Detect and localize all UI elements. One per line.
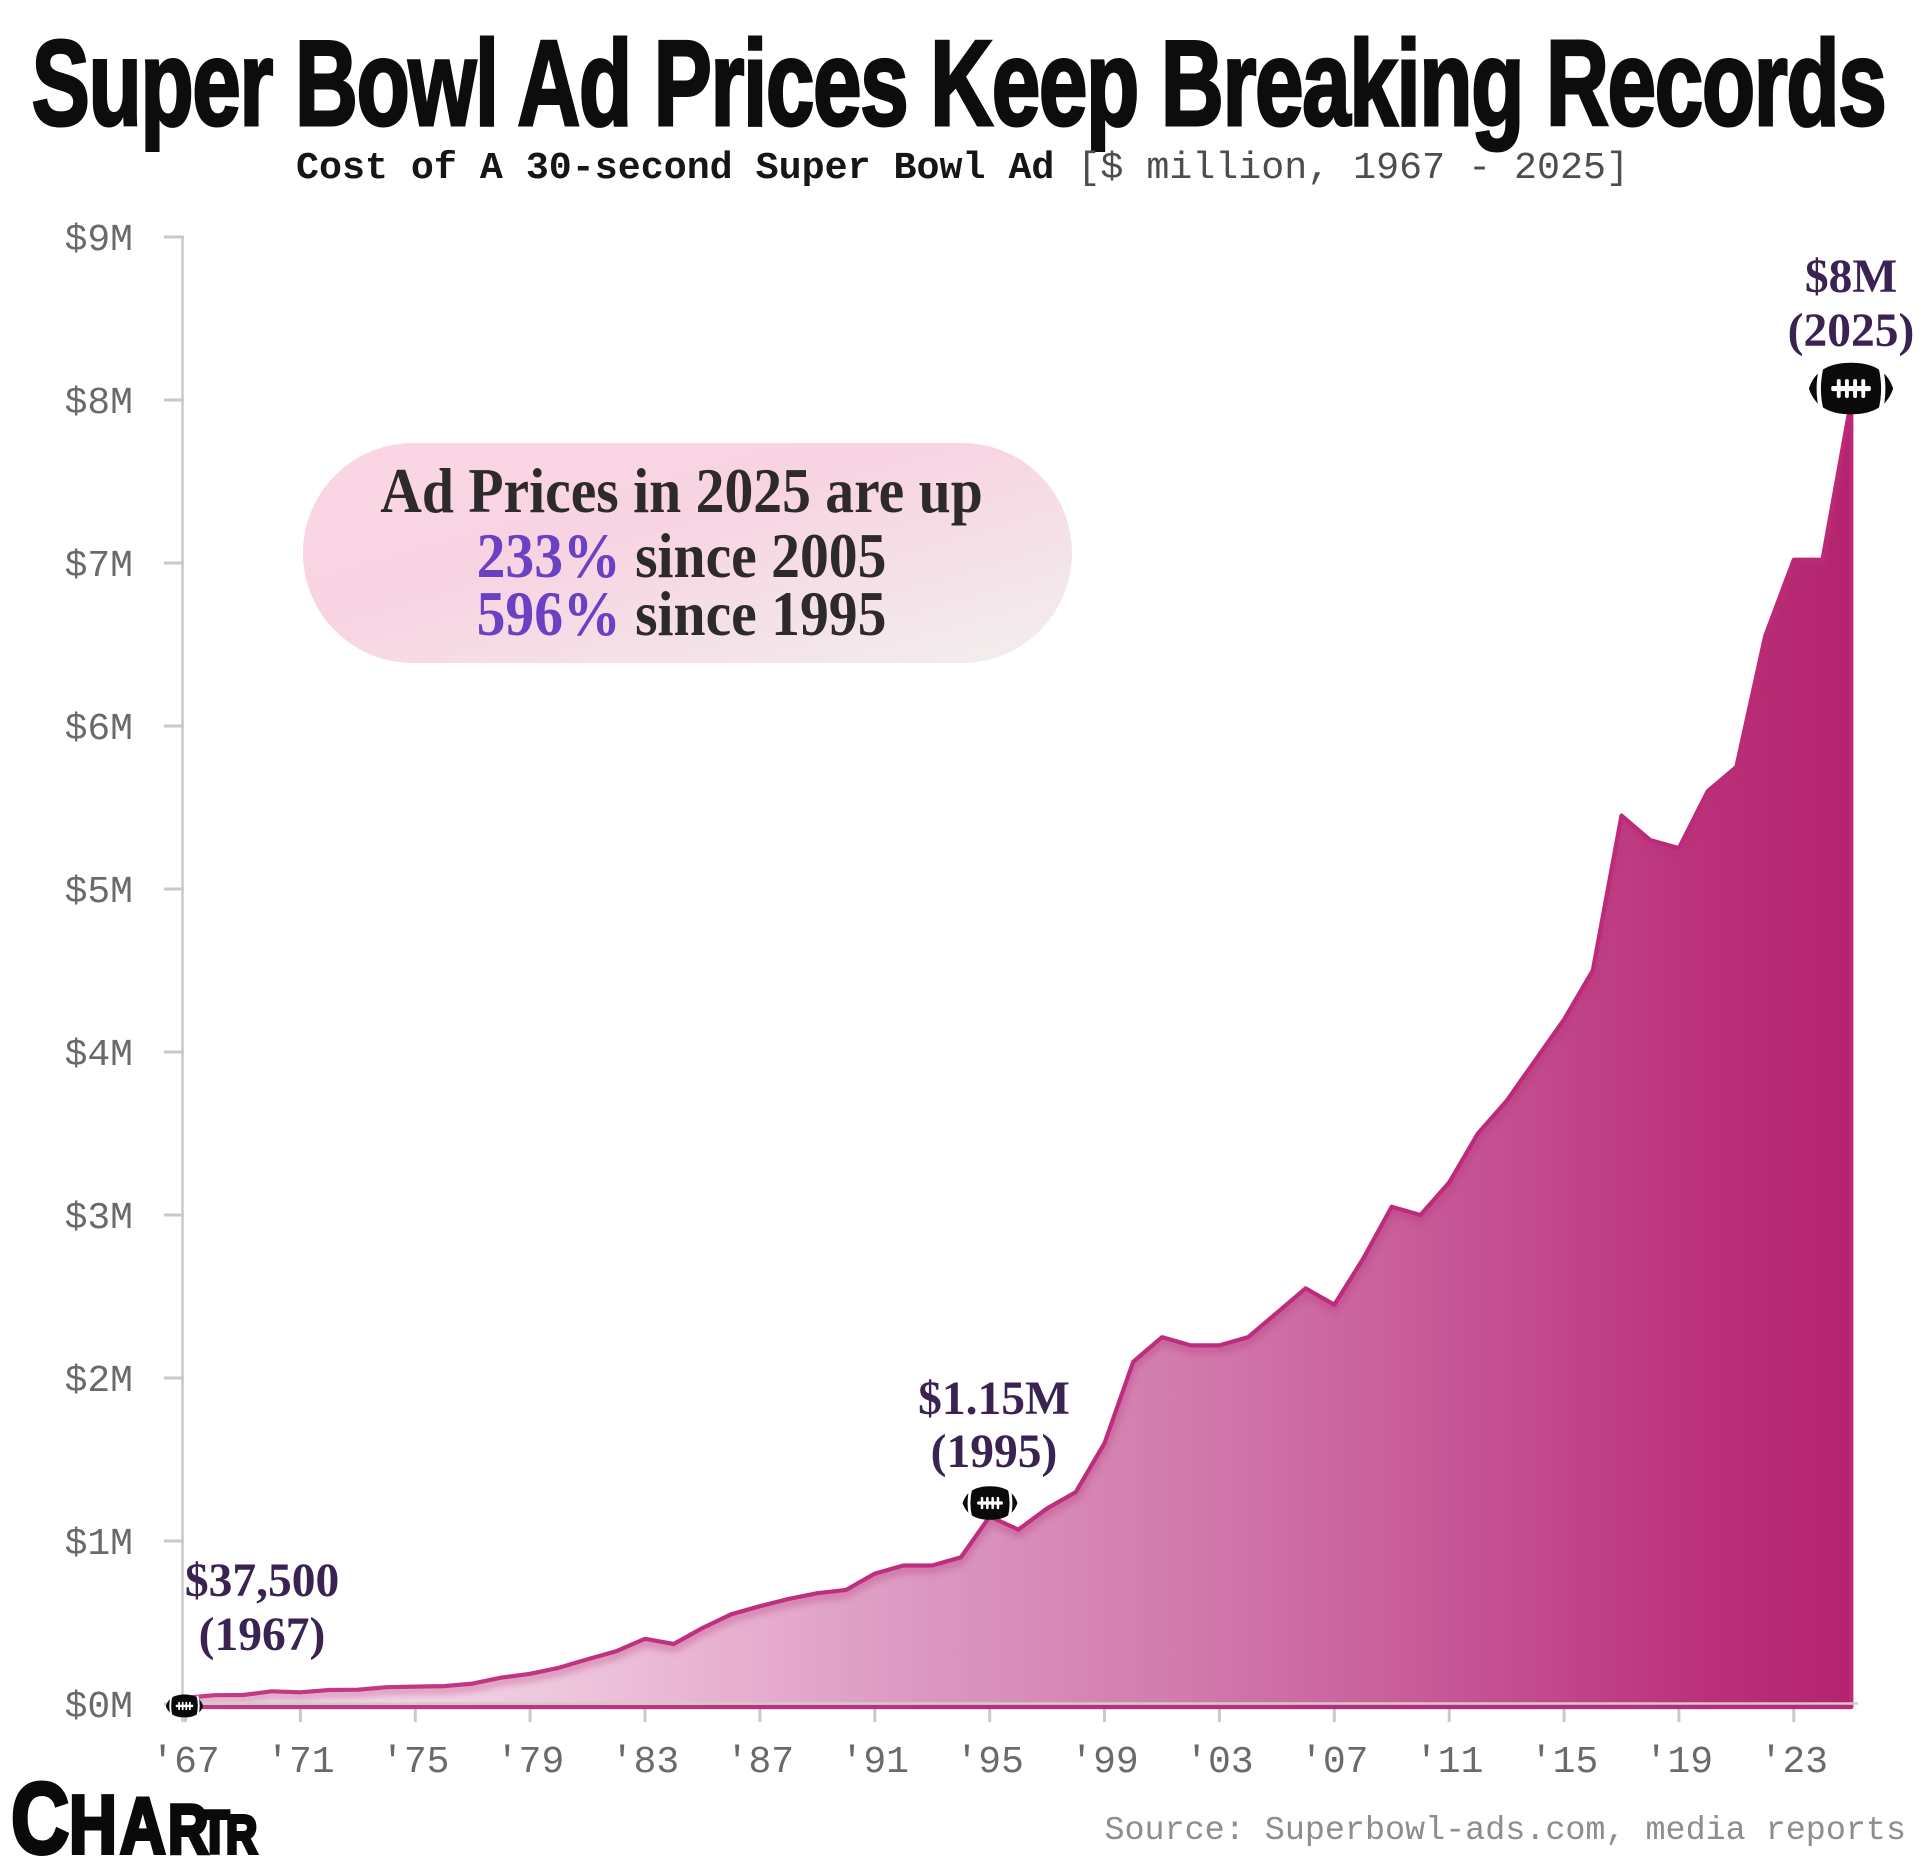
- svg-text:(1995): (1995): [931, 1426, 1058, 1478]
- svg-text:Cost of A 30-second Super Bowl: Cost of A 30-second Super Bowl Ad [$ mil…: [296, 146, 1629, 190]
- svg-text:H: H: [69, 1778, 117, 1864]
- svg-text:'23: '23: [1760, 1741, 1828, 1784]
- svg-text:'19: '19: [1645, 1741, 1713, 1784]
- svg-text:'15: '15: [1530, 1741, 1598, 1784]
- svg-text:R: R: [168, 1791, 208, 1864]
- svg-text:'11: '11: [1415, 1741, 1483, 1784]
- svg-text:A: A: [120, 1782, 166, 1864]
- svg-text:R: R: [226, 1806, 257, 1864]
- svg-text:'07: '07: [1300, 1741, 1368, 1784]
- svg-text:$3M: $3M: [65, 1197, 133, 1240]
- svg-text:T: T: [200, 1799, 229, 1864]
- svg-text:596% since 1995: 596% since 1995: [477, 580, 887, 650]
- svg-text:233% since 2005: 233% since 2005: [477, 522, 887, 592]
- svg-text:$2M: $2M: [65, 1360, 133, 1403]
- svg-text:$6M: $6M: [65, 708, 133, 751]
- svg-text:Source: Superbowl-ads.com, med: Source: Superbowl-ads.com, media reports: [1104, 1812, 1906, 1850]
- svg-text:Super Bowl Ad Prices Keep Brea: Super Bowl Ad Prices Keep Breaking Recor…: [32, 16, 1886, 152]
- svg-text:$4M: $4M: [65, 1034, 133, 1077]
- svg-text:'99: '99: [1070, 1741, 1138, 1784]
- svg-text:$1.15M: $1.15M: [918, 1373, 1070, 1425]
- svg-text:$1M: $1M: [65, 1523, 133, 1566]
- svg-text:$0M: $0M: [65, 1686, 133, 1729]
- svg-text:'91: '91: [841, 1741, 909, 1784]
- svg-text:$7M: $7M: [65, 545, 133, 588]
- svg-text:'75: '75: [381, 1741, 449, 1784]
- svg-text:Ad Prices in 2025 are up: Ad Prices in 2025 are up: [380, 457, 983, 527]
- svg-text:$8M: $8M: [1805, 251, 1897, 303]
- svg-text:'03: '03: [1185, 1741, 1253, 1784]
- svg-text:(1967): (1967): [199, 1609, 326, 1661]
- svg-text:'71: '71: [266, 1741, 334, 1784]
- svg-text:$5M: $5M: [65, 871, 133, 914]
- svg-text:'83: '83: [611, 1741, 679, 1784]
- svg-text:'87: '87: [726, 1741, 794, 1784]
- svg-text:$9M: $9M: [65, 219, 133, 262]
- svg-text:$37,500: $37,500: [185, 1555, 339, 1607]
- svg-text:(2025): (2025): [1788, 305, 1915, 357]
- svg-text:$8M: $8M: [65, 382, 133, 425]
- svg-text:'95: '95: [955, 1741, 1023, 1784]
- svg-text:C: C: [11, 1762, 69, 1864]
- svg-text:'67: '67: [151, 1741, 219, 1784]
- svg-text:'79: '79: [496, 1741, 564, 1784]
